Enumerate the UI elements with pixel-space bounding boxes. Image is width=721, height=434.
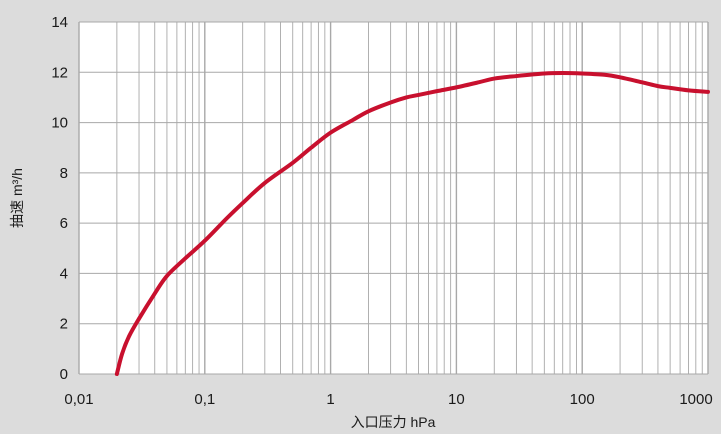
y-tick-label: 10 [51, 115, 68, 132]
plot-area [79, 22, 708, 374]
y-tick-label: 4 [60, 265, 68, 282]
y-tick-label: 12 [51, 64, 68, 81]
x-tick-label: 1 [326, 391, 334, 408]
x-axis-label: 入口压力 hPa [351, 414, 436, 430]
y-tick-label: 6 [60, 215, 68, 232]
x-tick-labels: 0,01 0,1 1 10 100 1000 [64, 391, 712, 408]
x-tick-label: 0,01 [64, 391, 93, 408]
x-tick-label: 10 [448, 391, 465, 408]
y-axis-label: 抽速 m³/h [9, 168, 25, 228]
x-tick-label: 1000 [679, 391, 712, 408]
x-tick-label: 0,1 [194, 391, 215, 408]
y-tick-label: 0 [60, 366, 68, 383]
y-tick-label: 14 [51, 14, 68, 31]
series-group [114, 71, 710, 376]
y-tick-labels: 0 2 4 6 8 10 12 14 [51, 14, 68, 383]
series-line [114, 71, 710, 376]
y-tick-label: 8 [60, 165, 68, 182]
x-tick-label: 100 [570, 391, 595, 408]
y-tick-label: 2 [60, 316, 68, 333]
